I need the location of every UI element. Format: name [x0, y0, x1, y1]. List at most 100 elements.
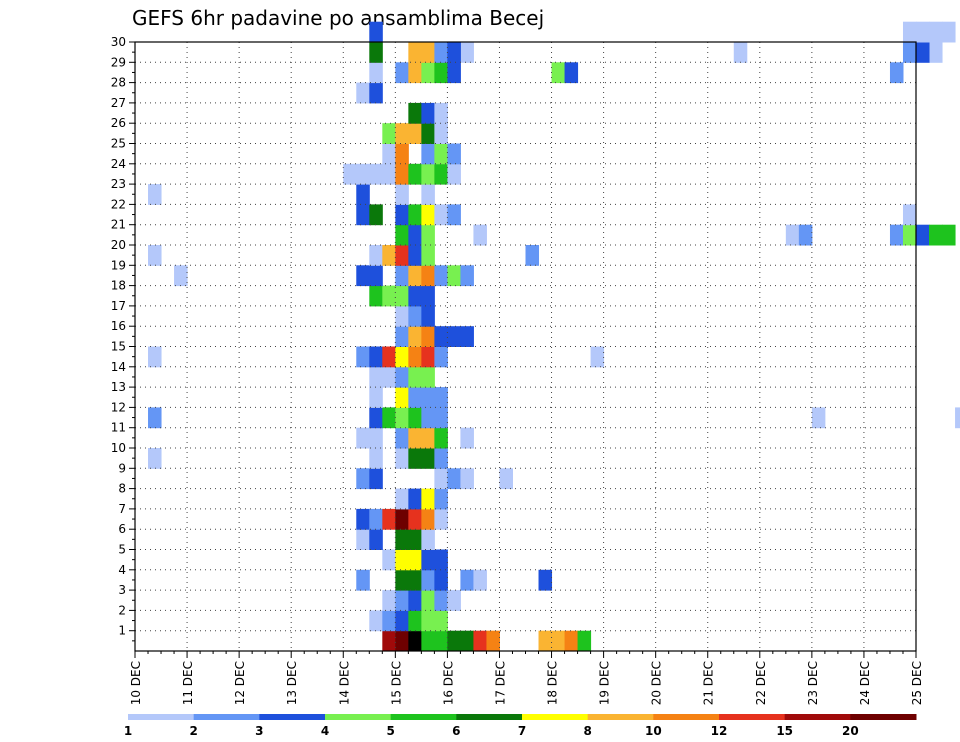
heatmap-cell [447, 42, 461, 63]
heatmap-cell [902, 224, 917, 246]
heatmap-cell [356, 529, 370, 550]
heatmap-cell [929, 224, 943, 246]
heatmap-cell [382, 407, 396, 429]
heatmap-cell [434, 630, 448, 652]
heatmap-cell [434, 569, 448, 591]
colorbar-swatch [719, 714, 786, 720]
x-tick-label: 14 DEC [337, 661, 351, 705]
colorbar-swatch [784, 714, 851, 720]
heatmap-cell [408, 590, 422, 611]
heatmap-cell [434, 123, 448, 144]
heatmap-cell [382, 143, 396, 165]
heatmap-cell [421, 448, 435, 469]
colorbar-label: 7 [518, 724, 526, 738]
heatmap-cell [916, 224, 930, 246]
heatmap-cell [395, 143, 409, 165]
heatmap-cell [421, 549, 435, 571]
heatmap-cell [369, 387, 383, 408]
heatmap-cell [421, 326, 435, 347]
heatmap-cell [421, 224, 435, 246]
heatmap-cell [421, 569, 435, 591]
heatmap-cell [395, 285, 409, 307]
y-tick-label: 28 [111, 76, 126, 90]
heatmap-cell [434, 549, 448, 571]
heatmap-cell [408, 245, 422, 266]
colorbar-label: 1 [124, 724, 132, 738]
x-tick-label: 13 DEC [285, 661, 299, 705]
heatmap-cell [421, 630, 435, 652]
heatmap-cell [434, 508, 448, 530]
y-tick-label: 25 [111, 137, 126, 151]
heatmap-cell [447, 468, 461, 490]
heatmap-cell [811, 407, 826, 429]
colorbar-swatch [850, 714, 917, 720]
heatmap-cell [395, 62, 409, 84]
heatmap-cell [369, 82, 383, 104]
heatmap-cell [929, 21, 943, 43]
x-tick-label: 24 DEC [858, 661, 872, 705]
colorbar: 1 2 3 4 5 6 7 8 10 12 15 20 [124, 714, 917, 738]
heatmap-cells [148, 21, 960, 652]
heatmap-cell [408, 508, 422, 530]
y-tick-label: 4 [118, 563, 126, 577]
colorbar-label: 20 [842, 724, 859, 738]
heatmap-cell [369, 21, 383, 43]
heatmap-cell [408, 610, 422, 632]
heatmap-cell [356, 468, 370, 490]
heatmap-cell [356, 82, 370, 104]
heatmap-cell [408, 630, 422, 652]
colorbar-swatch [193, 714, 260, 720]
y-tick-label: 23 [111, 177, 126, 191]
x-tick-label: 25 DEC [910, 661, 924, 705]
heatmap-cell [902, 42, 917, 63]
y-tick-label: 5 [118, 543, 126, 557]
heatmap-cell [421, 184, 435, 205]
heatmap-cell [538, 569, 553, 591]
colorbar-label: 15 [776, 724, 793, 738]
colorbar-swatch [456, 714, 523, 720]
heatmap-cell [421, 42, 435, 63]
heatmap-cell [447, 62, 461, 84]
heatmap-cell [395, 245, 409, 266]
heatmap-cell [460, 427, 474, 449]
colorbar-label: 8 [583, 724, 591, 738]
heatmap-cell [395, 346, 409, 368]
heatmap-cell [564, 630, 579, 652]
heatmap-cell [434, 265, 448, 287]
heatmap-cell [473, 569, 487, 591]
heatmap-cell [798, 224, 813, 246]
y-tick-label: 11 [111, 421, 126, 435]
heatmap-cell [382, 366, 396, 388]
y-tick-label: 18 [111, 279, 126, 293]
colorbar-swatch [587, 714, 654, 720]
heatmap-cell [395, 508, 409, 530]
heatmap-cell [408, 123, 422, 144]
heatmap-cell [408, 346, 422, 368]
heatmap-cell [421, 62, 435, 84]
heatmap-cell [460, 326, 474, 347]
heatmap-cell [356, 204, 370, 226]
colorbar-swatch [522, 714, 589, 720]
y-tick-label: 30 [111, 35, 126, 49]
heatmap-cell [395, 326, 409, 347]
heatmap-cell [421, 305, 435, 327]
heatmap-cell [447, 326, 461, 347]
x-tick-label: 20 DEC [650, 661, 664, 705]
heatmap-cell [408, 42, 422, 63]
heatmap-cell [421, 590, 435, 611]
colorbar-label: 6 [452, 724, 460, 738]
heatmap-cell [408, 102, 422, 124]
colorbar-swatch [390, 714, 457, 720]
heatmap-cell [369, 448, 383, 469]
colorbar-label: 5 [386, 724, 394, 738]
y-tick-label: 22 [111, 197, 126, 211]
heatmap-cell [148, 346, 162, 368]
heatmap-cell [551, 630, 566, 652]
y-tick-label: 26 [111, 116, 126, 130]
heatmap-cell [382, 346, 396, 368]
heatmap-cell [421, 265, 435, 287]
y-tick-label: 13 [111, 380, 126, 394]
heatmap-cell [434, 387, 448, 408]
heatmap-cell [421, 610, 435, 632]
colorbar-swatch [128, 714, 195, 720]
